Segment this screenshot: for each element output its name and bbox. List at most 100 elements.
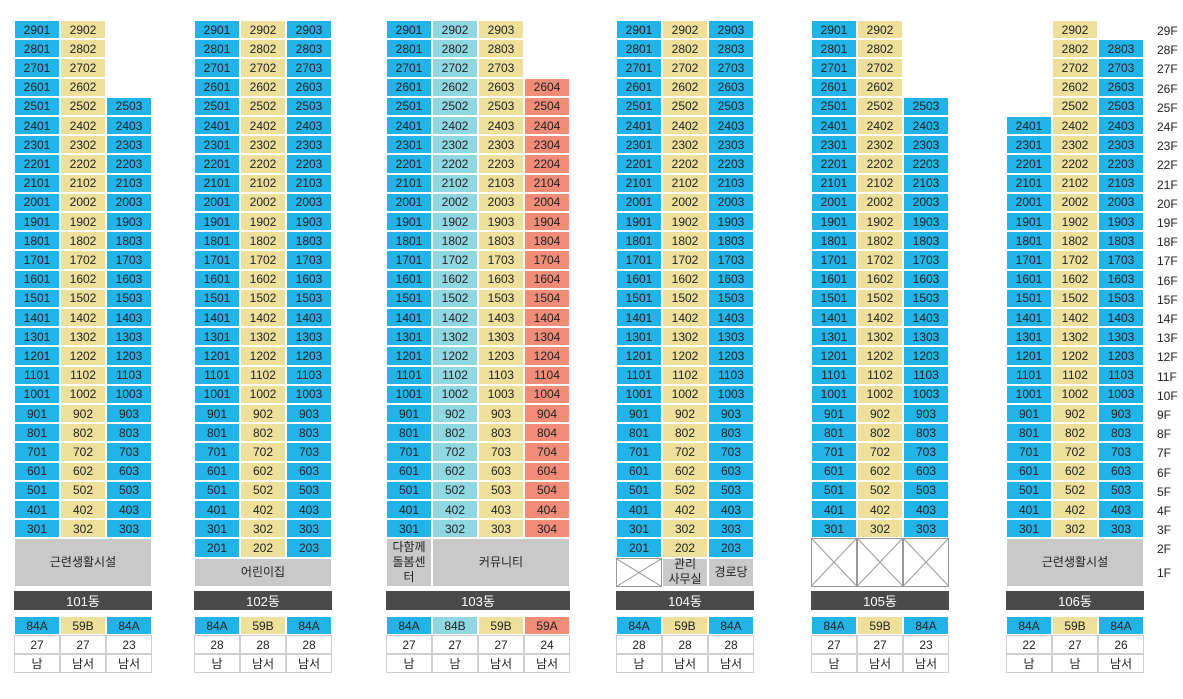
unit-cell[interactable]: 1203 [708, 346, 754, 366]
unit-cell[interactable]: 701 [616, 442, 662, 462]
unit-cell[interactable]: 2002 [857, 192, 903, 212]
unit-cell[interactable]: 401 [194, 500, 240, 520]
unit-cell[interactable]: 1603 [286, 269, 332, 289]
unit-cell[interactable]: 2202 [662, 154, 708, 174]
unit-cell[interactable]: 2902 [857, 20, 903, 40]
unit-cell[interactable]: 2103 [106, 173, 152, 193]
unit-cell[interactable]: 502 [432, 480, 478, 500]
unit-cell[interactable]: 1401 [194, 308, 240, 328]
unit-cell[interactable]: 1102 [240, 365, 286, 385]
unit-cell[interactable]: 901 [194, 404, 240, 424]
unit-cell[interactable]: 402 [240, 500, 286, 520]
unit-cell[interactable]: 1202 [1052, 346, 1098, 366]
unit-cell[interactable]: 901 [616, 404, 662, 424]
unit-cell[interactable]: 601 [386, 461, 432, 481]
unit-cell[interactable]: 2303 [478, 135, 524, 155]
unit-cell[interactable]: 2701 [194, 58, 240, 78]
unit-cell[interactable]: 1401 [811, 308, 857, 328]
unit-cell[interactable]: 2602 [432, 77, 478, 97]
unit-cell[interactable]: 603 [708, 461, 754, 481]
unit-cell[interactable]: 2604 [524, 77, 570, 97]
unit-cell[interactable]: 2802 [662, 39, 708, 59]
unit-cell[interactable]: 2101 [811, 173, 857, 193]
unit-cell[interactable]: 2703 [286, 58, 332, 78]
unit-cell[interactable]: 2302 [662, 135, 708, 155]
unit-cell[interactable]: 2502 [857, 96, 903, 116]
unit-cell[interactable]: 2003 [478, 192, 524, 212]
unit-cell[interactable]: 1102 [60, 365, 106, 385]
unit-cell[interactable]: 1702 [240, 250, 286, 270]
unit-cell[interactable]: 1301 [616, 327, 662, 347]
unit-cell[interactable]: 501 [811, 480, 857, 500]
unit-cell[interactable]: 2901 [14, 20, 60, 40]
unit-cell[interactable]: 1702 [662, 250, 708, 270]
unit-cell[interactable]: 2104 [524, 173, 570, 193]
unit-cell[interactable]: 1703 [708, 250, 754, 270]
unit-cell[interactable]: 1403 [286, 308, 332, 328]
unit-cell[interactable]: 1102 [432, 365, 478, 385]
unit-cell[interactable]: 1902 [432, 212, 478, 232]
unit-cell[interactable]: 1202 [432, 346, 478, 366]
unit-cell[interactable]: 1303 [106, 327, 152, 347]
unit-cell[interactable]: 1602 [1052, 269, 1098, 289]
unit-cell[interactable]: 302 [60, 519, 106, 539]
unit-cell[interactable]: 802 [857, 423, 903, 443]
unit-cell[interactable]: 2502 [662, 96, 708, 116]
unit-cell[interactable]: 501 [386, 480, 432, 500]
unit-cell[interactable]: 2601 [811, 77, 857, 97]
unit-cell[interactable]: 501 [1006, 480, 1052, 500]
unit-cell[interactable]: 2102 [60, 173, 106, 193]
unit-cell[interactable]: 402 [432, 500, 478, 520]
unit-cell[interactable]: 301 [386, 519, 432, 539]
unit-cell[interactable]: 1303 [708, 327, 754, 347]
unit-cell[interactable]: 202 [240, 538, 286, 558]
unit-cell[interactable]: 302 [432, 519, 478, 539]
unit-cell[interactable]: 2602 [60, 77, 106, 97]
unit-cell[interactable]: 603 [1098, 461, 1144, 481]
unit-cell[interactable]: 602 [432, 461, 478, 481]
unit-cell[interactable]: 1201 [194, 346, 240, 366]
unit-cell[interactable]: 1902 [1052, 212, 1098, 232]
unit-cell[interactable]: 2601 [386, 77, 432, 97]
unit-cell[interactable]: 2203 [478, 154, 524, 174]
unit-cell[interactable]: 703 [903, 442, 949, 462]
unit-cell[interactable]: 2702 [1052, 58, 1098, 78]
unit-cell[interactable]: 602 [1052, 461, 1098, 481]
unit-cell[interactable]: 601 [811, 461, 857, 481]
unit-cell[interactable]: 2403 [708, 116, 754, 136]
unit-cell[interactable]: 1003 [903, 384, 949, 404]
unit-cell[interactable]: 2402 [662, 116, 708, 136]
unit-cell[interactable]: 1302 [662, 327, 708, 347]
unit-cell[interactable]: 1802 [240, 231, 286, 251]
unit-cell[interactable]: 2303 [286, 135, 332, 155]
unit-cell[interactable]: 2002 [60, 192, 106, 212]
unit-cell[interactable]: 2403 [106, 116, 152, 136]
unit-cell[interactable]: 502 [60, 480, 106, 500]
unit-cell[interactable]: 2303 [106, 135, 152, 155]
unit-cell[interactable]: 1202 [240, 346, 286, 366]
unit-cell[interactable]: 402 [60, 500, 106, 520]
unit-cell[interactable]: 1501 [194, 288, 240, 308]
unit-cell[interactable]: 303 [1098, 519, 1144, 539]
unit-cell[interactable]: 403 [286, 500, 332, 520]
unit-cell[interactable]: 1001 [811, 384, 857, 404]
unit-cell[interactable]: 1303 [1098, 327, 1144, 347]
unit-cell[interactable]: 1601 [14, 269, 60, 289]
unit-cell[interactable]: 1303 [286, 327, 332, 347]
unit-cell[interactable]: 2003 [903, 192, 949, 212]
unit-cell[interactable]: 1203 [903, 346, 949, 366]
unit-cell[interactable]: 1302 [240, 327, 286, 347]
unit-cell[interactable]: 503 [1098, 480, 1144, 500]
unit-cell[interactable]: 2002 [432, 192, 478, 212]
unit-cell[interactable]: 2203 [1098, 154, 1144, 174]
unit-cell[interactable]: 2803 [708, 39, 754, 59]
unit-cell[interactable]: 1301 [1006, 327, 1052, 347]
unit-cell[interactable]: 701 [1006, 442, 1052, 462]
unit-cell[interactable]: 302 [857, 519, 903, 539]
unit-cell[interactable]: 1802 [60, 231, 106, 251]
unit-cell[interactable]: 1402 [240, 308, 286, 328]
unit-cell[interactable]: 904 [524, 404, 570, 424]
unit-cell[interactable]: 1404 [524, 308, 570, 328]
unit-cell[interactable]: 1502 [1052, 288, 1098, 308]
unit-cell[interactable]: 2103 [903, 173, 949, 193]
